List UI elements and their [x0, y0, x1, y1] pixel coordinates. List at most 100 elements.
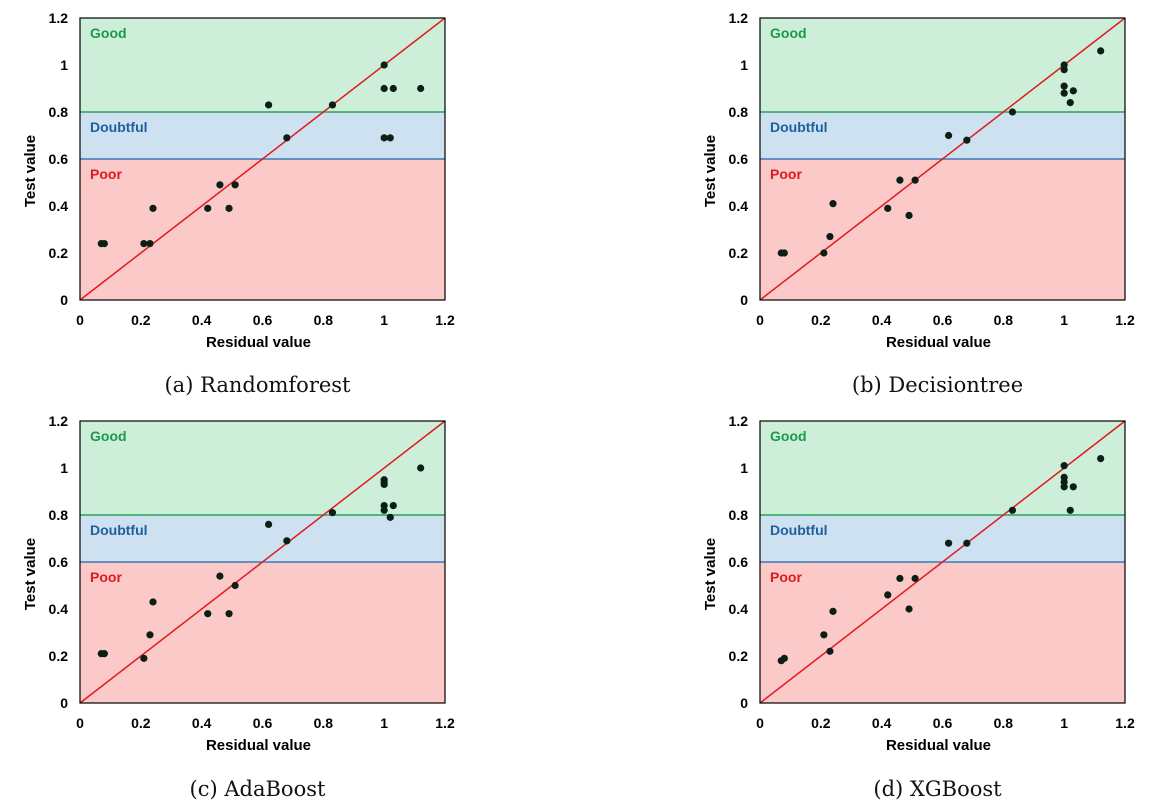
data-point: [1097, 47, 1105, 55]
x-tick-label: 0.8: [314, 715, 334, 731]
zone-band-doubtful: [80, 515, 445, 562]
x-tick-label: 0.4: [872, 715, 892, 731]
y-tick-label: 0: [740, 292, 748, 308]
x-axis-label: Residual value: [886, 737, 991, 754]
x-tick-label: 0.4: [872, 312, 892, 328]
zone-label-good: Good: [770, 428, 807, 444]
data-point: [225, 204, 233, 212]
y-axis-label: Test value: [702, 135, 719, 207]
x-tick-label: 0.8: [994, 312, 1014, 328]
x-tick-label: 0.2: [811, 312, 831, 328]
data-point: [231, 181, 239, 189]
plot-frame: [759, 17, 1126, 301]
y-tick-label: 0.2: [49, 245, 69, 261]
data-point: [149, 598, 157, 606]
y-tick-label: 0.4: [49, 198, 69, 214]
data-point: [1060, 66, 1068, 74]
x-tick-label: 1: [1060, 715, 1068, 731]
data-point: [1008, 506, 1017, 514]
x-axis-label: Residual value: [206, 334, 311, 351]
x-tick-label: 1.2: [1115, 312, 1135, 328]
data-point: [380, 134, 388, 142]
chart-panel-1: Good Doubtful Poor 00 0.2 0.2 0.4 0.4 0.6 0.6 0.8 0…: [22, 10, 455, 397]
data-point: [264, 520, 273, 529]
x-tick-label: 0.6: [933, 715, 953, 731]
x-tick-label: 1.2: [435, 312, 455, 328]
data-point: [149, 204, 157, 212]
data-point: [380, 480, 388, 489]
data-point: [780, 249, 788, 257]
zone-band-good: [80, 421, 445, 515]
x-tick-label: 0.2: [131, 715, 151, 731]
data-point: [380, 84, 388, 93]
data-point: [146, 240, 154, 248]
y-tick-label: 1: [740, 57, 748, 73]
data-point: [100, 650, 108, 658]
data-point: [826, 232, 834, 241]
zone-label-doubtful: Doubtful: [770, 522, 828, 538]
zone-label-poor: Poor: [770, 166, 802, 182]
data-point: [328, 509, 337, 517]
x-tick-label: 0.4: [192, 312, 212, 328]
data-point: [1060, 483, 1068, 491]
zone-band-poor: [760, 159, 1125, 300]
data-point: [231, 581, 239, 590]
data-point: [911, 176, 919, 184]
data-point: [963, 136, 971, 144]
data-point: [884, 204, 892, 212]
data-point: [905, 605, 913, 613]
data-point: [963, 539, 971, 547]
x-tick-label: 1.2: [435, 715, 455, 731]
data-point: [884, 591, 892, 599]
x-axis-label: Residual value: [886, 334, 991, 351]
data-point: [140, 240, 148, 248]
plot-frame: [759, 420, 1126, 704]
x-tick-label: 0.2: [131, 312, 151, 328]
zone-band-poor: [760, 562, 1125, 703]
data-point: [283, 537, 291, 545]
data-point: [204, 610, 212, 618]
chart-panel-3: Good Doubtful Poor 00 0.2 0.2 0.4 0.4 0.6 0.6 0.8 0…: [22, 413, 455, 801]
y-tick-label: 1: [60, 57, 68, 73]
zone-label-good: Good: [90, 25, 127, 41]
data-point: [944, 539, 953, 547]
y-tick-label: 0.4: [729, 601, 749, 617]
x-tick-label: 0.6: [933, 312, 953, 328]
data-point: [1069, 483, 1077, 491]
plot-frame: [79, 420, 446, 704]
y-tick-label: 0.6: [729, 554, 749, 570]
data-point: [140, 654, 148, 662]
y-tick-label: 1.2: [729, 413, 749, 429]
data-point: [1069, 87, 1077, 95]
y-tick-label: 0.6: [49, 554, 69, 570]
x-tick-label: 0.8: [994, 715, 1014, 731]
x-tick-label: 0: [76, 715, 84, 731]
y-tick-label: 0: [60, 292, 68, 308]
y-axis-label: Test value: [22, 135, 39, 207]
zone-band-good: [760, 18, 1125, 112]
y-axis-label: Test value: [702, 538, 719, 610]
x-tick-label: 0.4: [192, 715, 212, 731]
x-tick-label: 0.6: [253, 715, 273, 731]
y-tick-label: 0.6: [49, 151, 69, 167]
y-tick-label: 0.4: [729, 198, 749, 214]
zone-band-poor: [80, 562, 445, 703]
zone-label-good: Good: [90, 428, 127, 444]
panel-caption: (c) AdaBoost: [190, 777, 326, 801]
data-point: [386, 513, 394, 521]
data-point: [389, 84, 397, 93]
data-point: [417, 464, 425, 472]
data-point: [829, 607, 837, 615]
y-tick-label: 0.2: [729, 648, 749, 664]
panel-caption: (a) Randomforest: [164, 373, 351, 397]
zone-band-doubtful: [760, 112, 1125, 159]
y-tick-label: 1.2: [729, 10, 749, 26]
zone-band-doubtful: [760, 515, 1125, 562]
data-point: [283, 134, 291, 142]
data-point: [1060, 462, 1068, 470]
data-point: [380, 61, 388, 69]
data-point: [829, 200, 837, 208]
y-tick-label: 1.2: [49, 10, 69, 26]
chart-panel-2: Good Doubtful Poor 00 0.2 0.2 0.4 0.4 0.6 0.6 0.8 0…: [702, 10, 1135, 397]
